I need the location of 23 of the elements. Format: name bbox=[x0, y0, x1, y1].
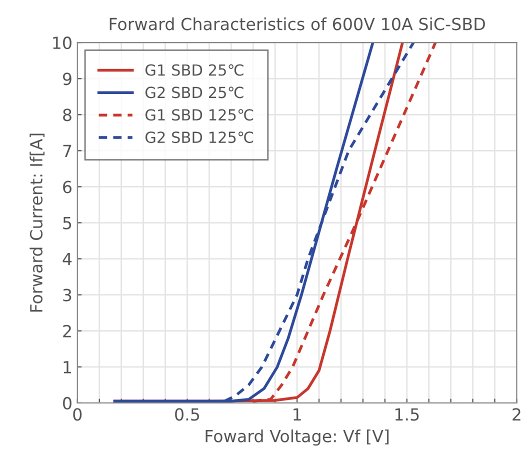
x-tick-label: 2 bbox=[512, 408, 520, 420]
y-tick-label: 7 bbox=[63, 144, 72, 158]
chart-title: Forward Characteristics of 600V 10A SiC-SBD bbox=[110, 17, 485, 30]
x-tick-label: 0.5 bbox=[175, 408, 200, 421]
y-tick-label: 1 bbox=[64, 361, 72, 374]
x-axis-title: Foward Voltage: Vf [V] bbox=[206, 429, 389, 446]
y-tick-label: 0 bbox=[63, 396, 72, 410]
legend-label: G1 SBD 125℃ bbox=[145, 109, 254, 121]
y-tick-label: 8 bbox=[63, 108, 72, 122]
y-tick-label: 4 bbox=[62, 252, 72, 266]
y-tick-label: 6 bbox=[63, 180, 72, 194]
legend-label: G1 SBD 25℃ bbox=[145, 64, 244, 76]
y-tick-label: 3 bbox=[63, 288, 72, 302]
y-tick-label: 2 bbox=[63, 324, 71, 338]
x-tick-label: 1.5 bbox=[395, 408, 419, 421]
y-tick-label: 10 bbox=[53, 36, 72, 50]
y-tick-label: 5 bbox=[63, 216, 72, 230]
legend-label: G2 SBD 25℃ bbox=[145, 86, 244, 98]
legend-label: G2 SBD 125℃ bbox=[145, 132, 254, 144]
y-axis-title: Forward Current: If[A] bbox=[30, 134, 45, 312]
x-tick-label: 0 bbox=[73, 408, 82, 421]
y-tick-label: 9 bbox=[62, 72, 72, 86]
x-tick-label: 1 bbox=[294, 408, 301, 420]
